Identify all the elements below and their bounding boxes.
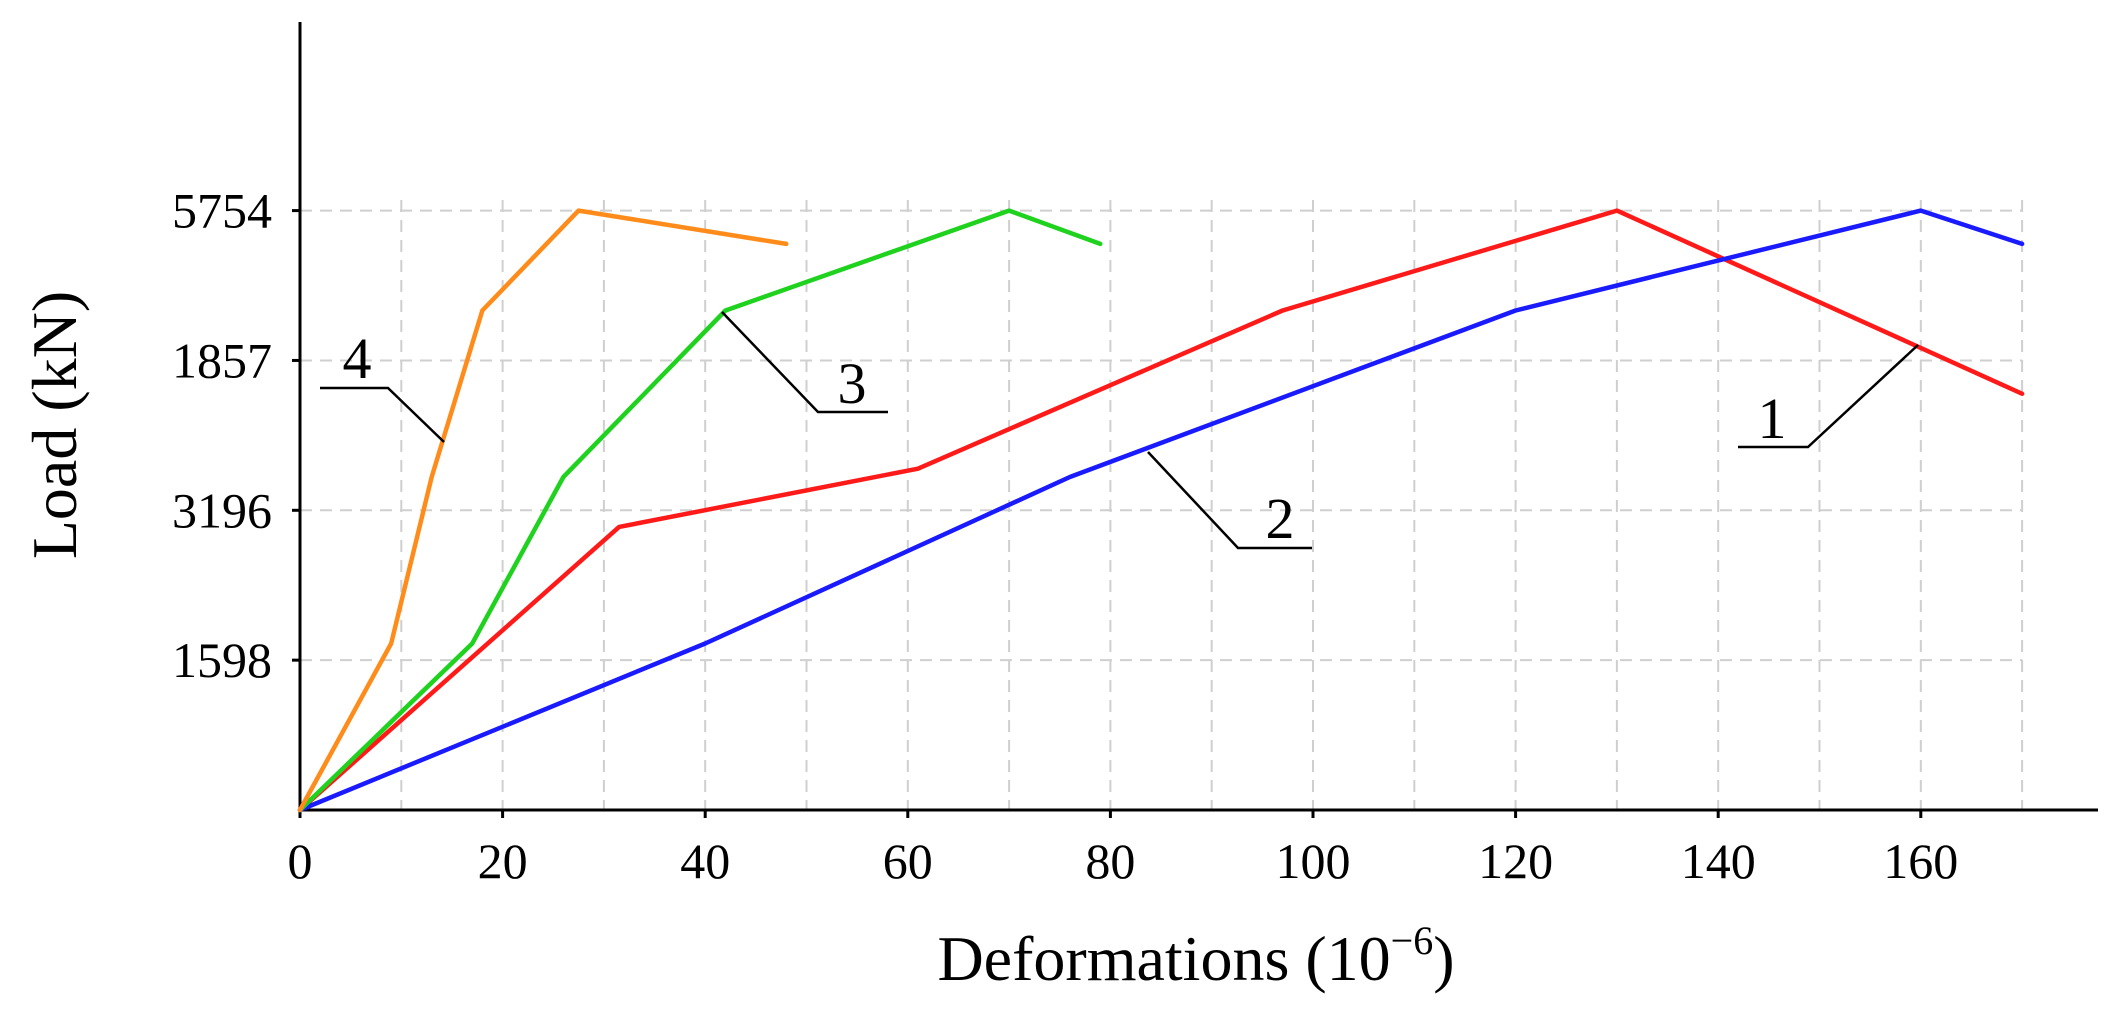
tick-layer: 0 20 40 60 80 100 120 140 160 1598 3196 1857 5754 <box>172 183 1958 889</box>
x-tick-label: 100 <box>1276 833 1351 889</box>
x-tick-label: 0 <box>288 833 313 889</box>
series-line-2 <box>297 208 2025 813</box>
y-tick-label: 1598 <box>172 632 272 688</box>
leader-line-4 <box>320 386 445 443</box>
axis-layer <box>298 22 2098 812</box>
x-axis-title-main: Deformations (10 <box>937 923 1390 994</box>
curve-label-2: 2 <box>1266 486 1295 551</box>
series-layer <box>297 208 2025 813</box>
x-tick-label: 160 <box>1883 833 1958 889</box>
x-tick-label: 60 <box>883 833 933 889</box>
x-axis-title: Deformations (10−6) <box>937 918 1454 994</box>
series-line-1 <box>297 208 2025 813</box>
x-tick-label: 80 <box>1085 833 1135 889</box>
x-tick-label: 120 <box>1478 833 1553 889</box>
curve-label-1: 1 <box>1758 386 1787 451</box>
y-axis-title: Load (kN) <box>19 291 90 559</box>
series-line-3 <box>297 208 1103 813</box>
leader-line-2 <box>1147 451 1312 550</box>
leader-line-3 <box>721 311 888 414</box>
x-axis-title-close: ) <box>1433 923 1454 994</box>
x-axis-title-exponent: −6 <box>1391 918 1434 963</box>
x-tick-label: 140 <box>1681 833 1756 889</box>
y-tick-label: 3196 <box>172 482 272 538</box>
grid-layer <box>300 200 2024 810</box>
series-line-4 <box>297 208 789 813</box>
leader-line-1 <box>1738 344 1919 449</box>
y-tick-label: 5754 <box>172 183 272 239</box>
y-tick-label: 1857 <box>172 332 272 388</box>
x-tick-label: 40 <box>680 833 730 889</box>
x-tick-label: 20 <box>478 833 528 889</box>
curve-label-3: 3 <box>838 351 867 416</box>
curve-label-4: 4 <box>343 326 372 391</box>
leader-layer: 1 2 3 4 <box>320 311 1919 551</box>
